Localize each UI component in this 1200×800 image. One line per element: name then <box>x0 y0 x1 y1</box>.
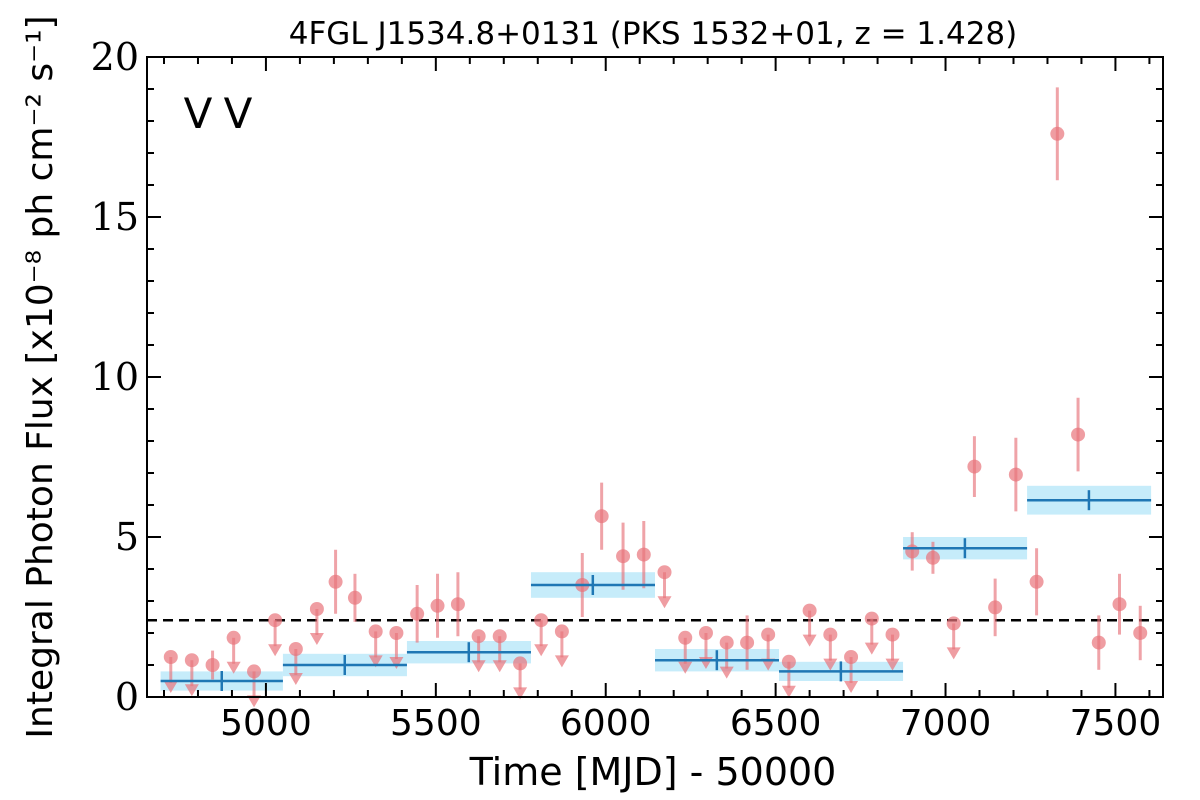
upper-limit-arrow <box>657 596 672 609</box>
upper-limit-point <box>368 624 383 639</box>
upper-limit-arrow <box>268 644 283 657</box>
y-tick-label: 5 <box>115 515 139 559</box>
x-tick-label: 5000 <box>220 703 312 744</box>
detection-point <box>1029 574 1044 589</box>
detection-point <box>925 550 940 565</box>
upper-limit-point <box>885 627 900 642</box>
upper-limit-point <box>719 635 734 650</box>
detection-point <box>328 574 343 589</box>
upper-limit-point <box>534 613 549 628</box>
upper-limit-arrow <box>761 658 776 671</box>
detection-point <box>1091 635 1106 650</box>
upper-limit-point <box>554 624 569 639</box>
detection-point <box>347 590 362 605</box>
upper-limit-point <box>802 603 817 618</box>
x-tick-label: 6000 <box>560 703 652 744</box>
tick-labels: 5000 5500 6000 6500 7000 7500 0 5 10 15 20 <box>91 35 1162 744</box>
marker-label: V <box>224 89 253 138</box>
detection-point <box>594 509 609 524</box>
detection-point <box>1112 597 1127 612</box>
upper-limit-arrow <box>554 655 569 668</box>
upper-limit-point <box>657 565 672 580</box>
upper-limit-point <box>226 630 241 645</box>
detection-point <box>410 606 425 621</box>
detection-point <box>450 597 465 612</box>
upper-limit-point <box>471 629 486 644</box>
upper-limit-point <box>823 627 838 642</box>
detection-point <box>636 547 651 562</box>
plot-area <box>147 87 1163 708</box>
upper-limit-point <box>761 627 776 642</box>
upper-limit-arrow <box>781 685 796 698</box>
detection-point <box>1008 467 1023 482</box>
y-axis-label: Integral Photon Flux [x10⁻⁸ ph cm⁻² s⁻¹] <box>20 15 61 738</box>
y-tick-label: 20 <box>91 35 139 79</box>
x-tick-label: 6500 <box>730 703 822 744</box>
upper-limit-point <box>864 611 879 626</box>
upper-limit-arrow <box>823 658 838 671</box>
upper-limit-arrow <box>389 657 404 669</box>
upper-limit-arrow <box>534 644 549 657</box>
detection-point <box>1050 126 1065 141</box>
upper-limit-point <box>513 656 528 671</box>
detection-point <box>205 658 220 672</box>
upper-limit-arrow <box>288 673 303 685</box>
flux-points <box>163 87 1148 708</box>
upper-limit-point <box>781 654 796 669</box>
upper-limit-arrow <box>368 655 383 668</box>
upper-limit-point <box>946 616 961 631</box>
upper-limit-point <box>389 626 404 640</box>
upper-limit-arrow <box>946 647 961 660</box>
upper-limit-arrow <box>309 633 324 645</box>
detection-point <box>616 549 631 564</box>
chart-title: 4FGL J1534.8+0131 (PKS 1532+01, z = 1.42… <box>289 16 1018 52</box>
upper-limit-point <box>678 630 693 645</box>
upper-limit-point <box>492 629 507 644</box>
detection-point <box>988 600 1003 615</box>
upper-limit-arrow <box>844 681 859 693</box>
x-tick-label: 7500 <box>1070 703 1162 744</box>
y-tick-label: 0 <box>115 675 139 719</box>
upper-limit-arrow <box>184 684 199 697</box>
plot-frame <box>146 56 1164 698</box>
detection-point <box>740 635 755 650</box>
upper-limit-arrow <box>513 687 528 700</box>
upper-limit-arrow <box>802 634 817 647</box>
upper-limit-point <box>163 650 178 664</box>
y-tick-label: 15 <box>91 195 139 239</box>
upper-limit-arrow <box>719 666 734 679</box>
upper-limit-arrow <box>226 661 241 674</box>
x-axis-label: Time [MJD] - 50000 <box>469 750 837 794</box>
detection-point <box>1071 427 1086 442</box>
upper-limit-point <box>309 602 324 616</box>
upper-limit-arrow <box>247 695 262 708</box>
upper-limit-point <box>288 642 303 656</box>
upper-limit-arrow <box>678 661 693 674</box>
y-tick-label: 10 <box>91 355 139 399</box>
upper-limit-arrow <box>885 658 900 671</box>
detection-point <box>905 544 920 559</box>
x-tick-label: 7000 <box>900 703 992 744</box>
detection-point <box>430 598 445 613</box>
upper-limit-point <box>268 613 283 628</box>
upper-limit-arrow <box>864 642 879 655</box>
upper-limit-arrow <box>471 660 486 673</box>
axis-ticks <box>147 56 1163 698</box>
detection-point <box>1133 626 1148 640</box>
upper-limit-point <box>698 626 713 640</box>
upper-limit-point <box>247 664 262 679</box>
x-tick-label: 5500 <box>390 703 482 744</box>
marker-label: V <box>184 89 213 138</box>
upper-limit-point <box>844 650 859 664</box>
upper-limit-arrow <box>163 681 178 693</box>
upper-limit-point <box>184 653 199 668</box>
upper-limit-arrow <box>492 660 507 673</box>
detection-point <box>967 459 982 474</box>
binned-flux <box>160 490 1152 691</box>
